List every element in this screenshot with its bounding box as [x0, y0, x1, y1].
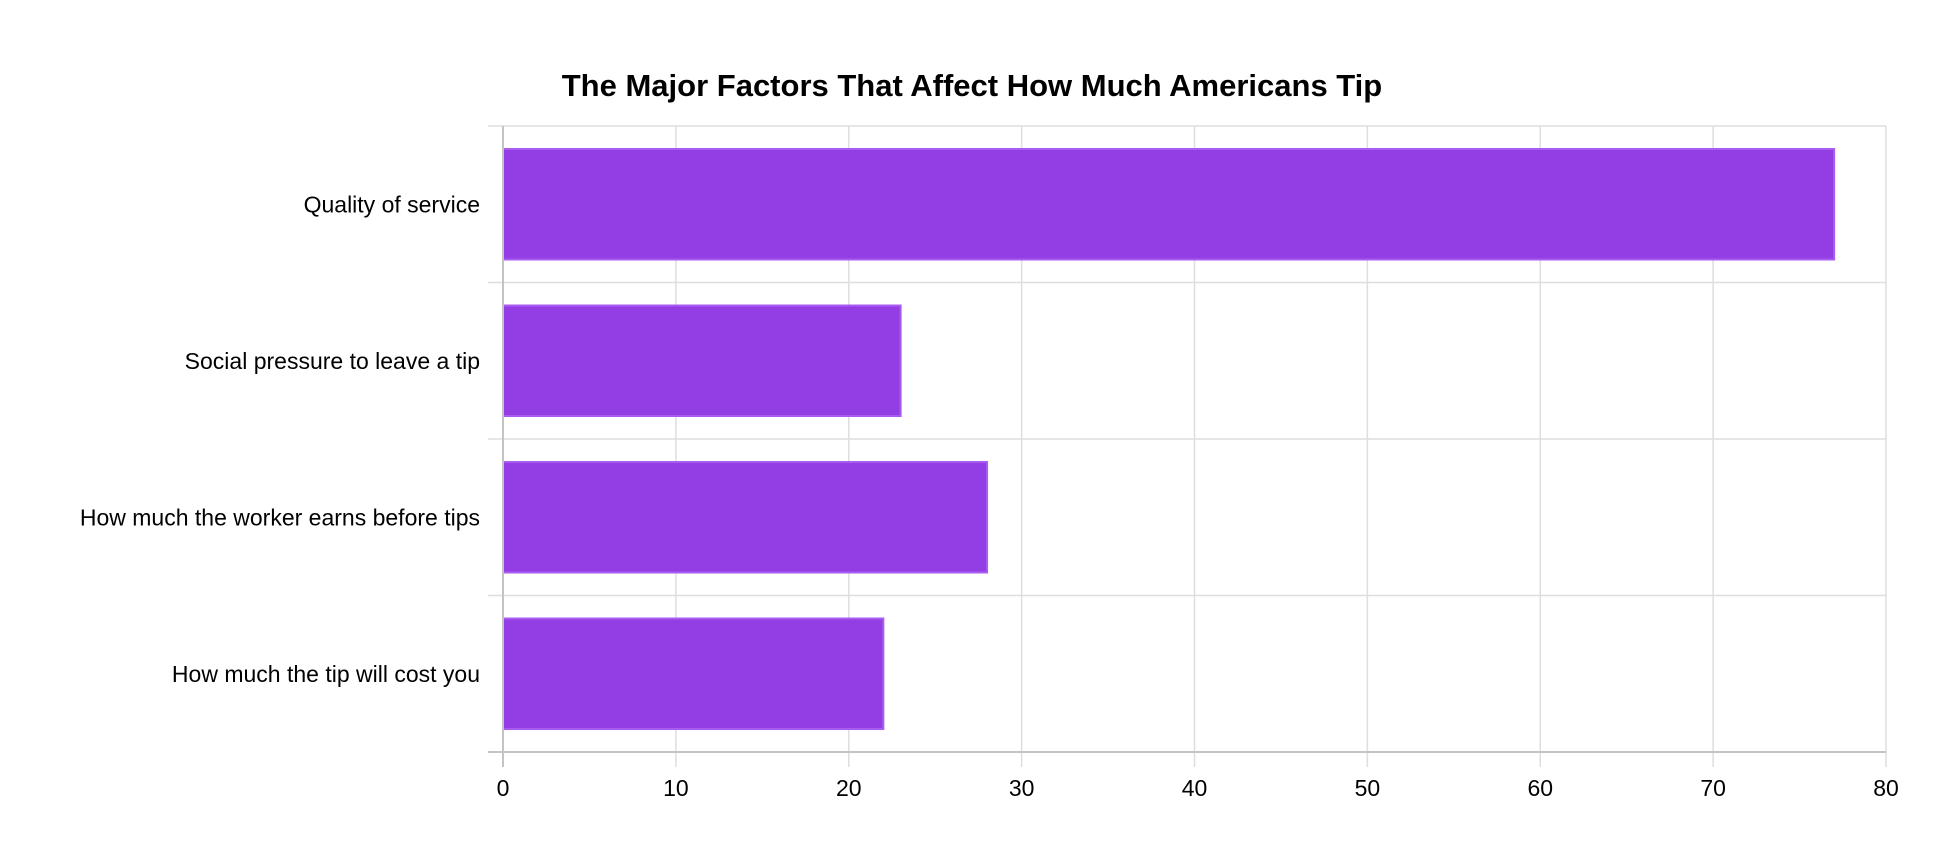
- x-tick-label: 30: [1009, 775, 1035, 801]
- bar: [502, 461, 989, 574]
- x-tick-label: 40: [1182, 775, 1208, 801]
- axes: [488, 126, 1886, 767]
- x-tick-label: 20: [836, 775, 862, 801]
- category-label: Quality of service: [304, 191, 480, 217]
- x-tick-label: 10: [663, 775, 689, 801]
- chart-title: The Major Factors That Affect How Much A…: [562, 68, 1382, 103]
- x-tick-label: 50: [1355, 775, 1381, 801]
- x-tick-label: 70: [1700, 775, 1726, 801]
- x-tick-label: 80: [1873, 775, 1899, 801]
- x-tick-labels: 0 10 20 30 40 50 60 70 80: [497, 775, 1899, 801]
- bars: [502, 148, 1836, 730]
- bar: [502, 617, 885, 730]
- category-label: How much the tip will cost you: [172, 661, 480, 687]
- x-tick-label: 0: [497, 775, 510, 801]
- category-labels: Quality of service Social pressure to lea…: [80, 191, 480, 687]
- bar: [502, 304, 902, 417]
- category-label: How much the worker earns before tips: [80, 504, 480, 530]
- category-label: Social pressure to leave a tip: [185, 348, 480, 374]
- bar: [502, 148, 1836, 261]
- x-tick-label: 60: [1527, 775, 1553, 801]
